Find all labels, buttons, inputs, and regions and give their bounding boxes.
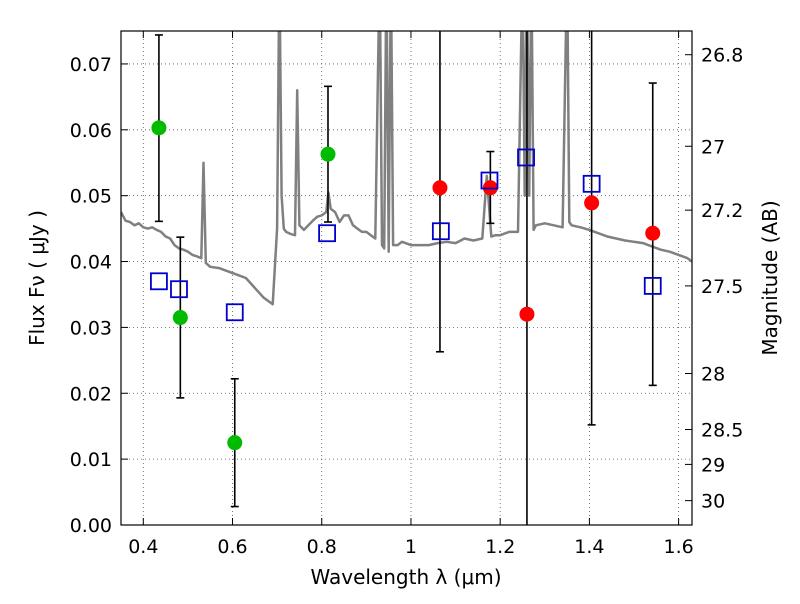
errorbar-layer [154,31,657,525]
x-tick-label: 0.4 [128,536,158,558]
y-axis-label: Flux Fν ( μJy ) [25,210,49,346]
data-point [645,225,661,241]
data-point [172,310,188,326]
plot-frame [120,30,693,526]
model-square [582,174,601,193]
data-point [227,435,243,451]
x-tick-label: 1.2 [485,536,515,558]
model-square [225,303,244,322]
grid [121,31,692,526]
data-point [151,120,167,136]
y-tick-label: 0.07 [70,54,112,76]
model-square [318,224,336,243]
spectrum-layer [121,31,692,306]
data-point [432,180,448,196]
y-axis-right-label: Magnitude (AB) [758,200,782,355]
x-tick-label: 1.6 [664,536,694,558]
right-tick-label: 28 [701,364,725,386]
y-tick-label: 0.05 [70,186,112,208]
right-tick-label: 27.2 [701,200,743,222]
x-tick-label: 1.4 [574,536,604,558]
x-tick-label: 1 [405,536,417,558]
data-point [584,195,600,211]
right-tick-label: 30 [701,491,725,513]
right-tick-label: 28.5 [701,419,743,441]
points-layer [150,120,662,451]
x-tick-label: 0.6 [217,536,247,558]
right-tick-label: 27.5 [701,276,743,298]
y-tick-label: 0.06 [70,120,112,142]
y-tick-label: 0.00 [70,515,112,537]
model-square [517,148,535,167]
ticks-layer: 0.4 0.6 0.8 1 1.2 1.4 1.6 0.00 0.01 0.02 0.03 0.04 0… [70,31,743,558]
data-point [519,306,535,322]
right-tick-label: 29 [701,454,725,476]
right-tick-label: 27 [701,136,725,158]
data-point [320,146,336,162]
y-tick-label: 0.01 [70,449,112,471]
model-square [150,272,168,291]
model-square [480,171,499,190]
model-square [170,280,188,299]
y-tick-label: 0.03 [70,317,112,339]
model-square [643,277,662,295]
y-tick-label: 0.02 [70,383,112,405]
x-tick-label: 0.8 [307,536,337,558]
x-axis-label: Wavelength λ (μm) [310,565,501,589]
model-square [431,222,450,241]
spectrum-line [121,31,692,306]
y-tick-label: 0.04 [70,252,112,274]
right-tick-label: 26.8 [701,45,743,67]
